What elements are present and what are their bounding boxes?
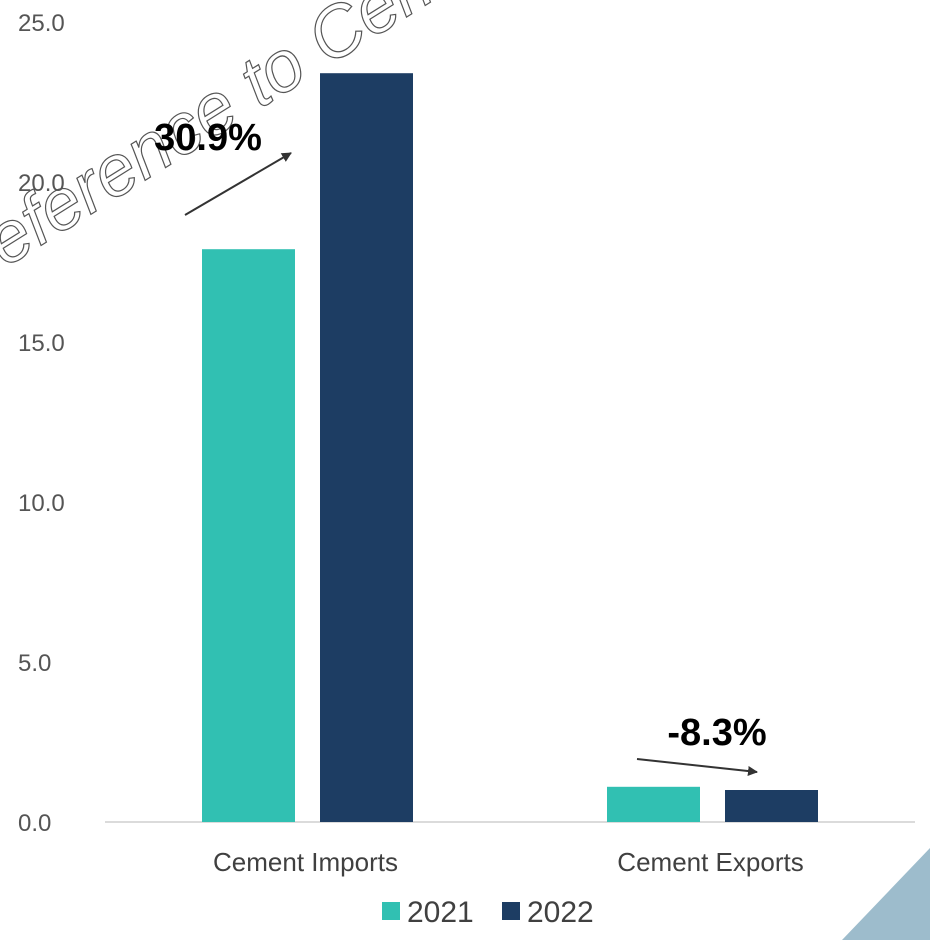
annotation-label: 30.9% bbox=[154, 117, 262, 159]
category-label: Cement Imports bbox=[213, 847, 398, 877]
legend-label: 2021 bbox=[407, 896, 474, 929]
legend-label: 2022 bbox=[527, 896, 594, 929]
bar-2022-0 bbox=[320, 73, 413, 822]
bar-2021-1 bbox=[607, 786, 700, 822]
y-tick-label: 25.0 bbox=[18, 10, 65, 37]
y-tick-label: 15.0 bbox=[18, 330, 65, 357]
corner-accent bbox=[842, 848, 930, 940]
bar-2022-1 bbox=[725, 790, 818, 822]
annotation-arrow bbox=[184, 152, 292, 216]
y-tick-label: 5.0 bbox=[18, 650, 51, 677]
bar-2021-0 bbox=[202, 249, 295, 822]
y-tick-label: 10.0 bbox=[18, 490, 65, 517]
annotation-label: -8.3% bbox=[667, 712, 766, 754]
legend-swatch-2022 bbox=[502, 902, 520, 920]
y-tick-label: 0.0 bbox=[18, 810, 51, 837]
category-label: Cement Exports bbox=[617, 847, 803, 877]
legend-swatch-2021 bbox=[382, 902, 400, 920]
y-tick-label: 20.0 bbox=[18, 170, 65, 197]
annotation-arrow bbox=[636, 758, 758, 777]
